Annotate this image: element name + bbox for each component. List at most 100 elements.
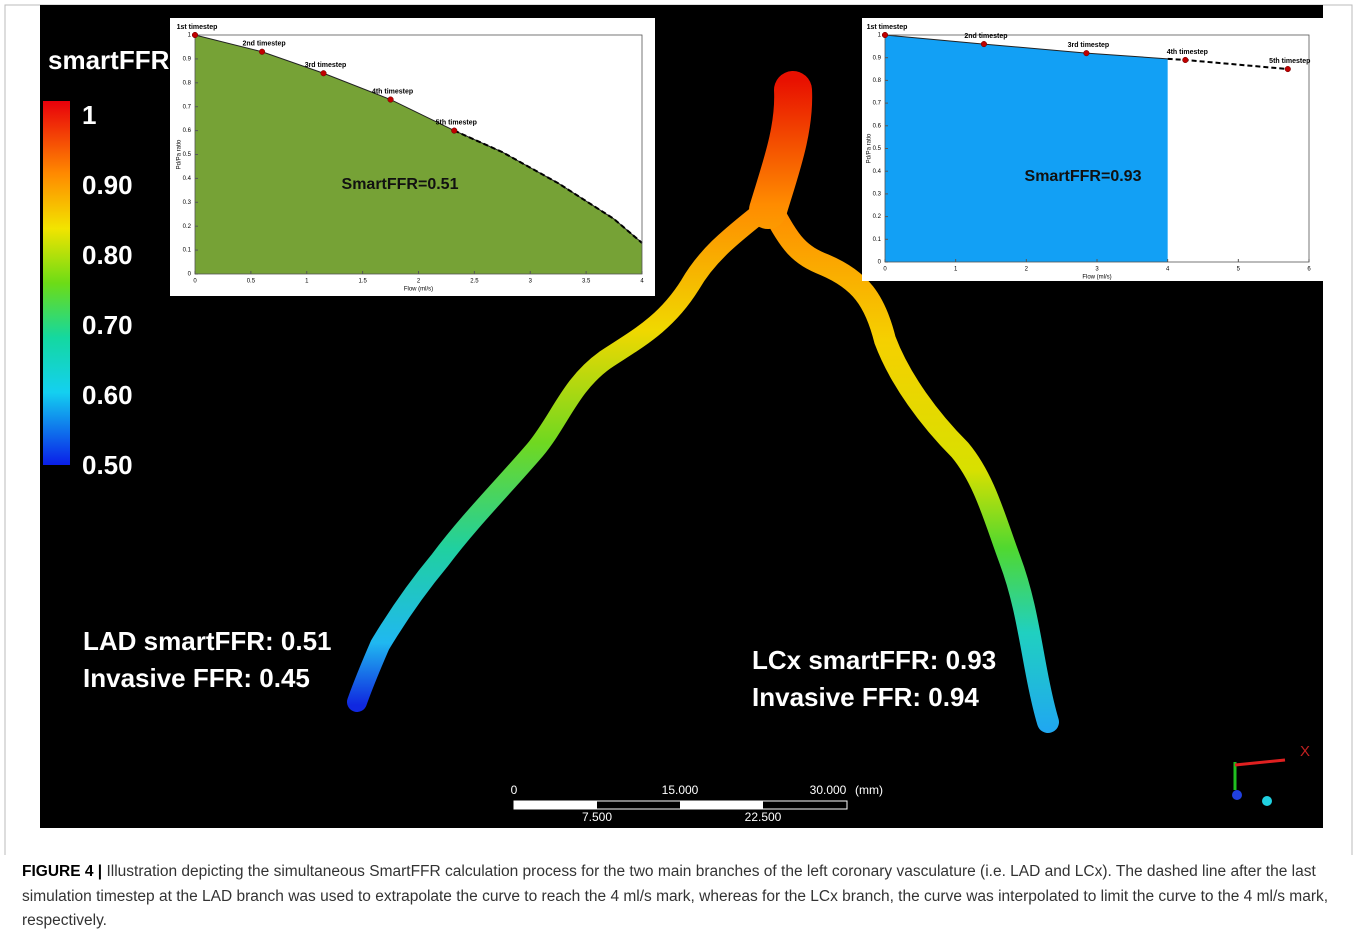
x-axis-label: Flow (ml/s)	[404, 287, 433, 293]
main-trunk	[749, 71, 813, 229]
y-tick-label: 0.3	[873, 191, 882, 197]
colorbar-title: smartFFR	[48, 45, 170, 75]
inset-chart: 0 0.5 1 1.5 2 2.5 3 3.5 4 0 0.1 0.2 0.3 0.4 0.5 0.6 0.7 0…	[177, 24, 645, 293]
x-tick-label: 2.5	[470, 279, 479, 285]
area	[195, 35, 642, 274]
x-tick-label: 1	[954, 267, 958, 273]
scale-bar-segment	[514, 801, 597, 809]
scale-unit: (mm)	[855, 783, 883, 797]
y-tick-label: 0.4	[183, 176, 192, 182]
timestep-point	[1284, 66, 1291, 73]
timestep-point	[980, 41, 987, 48]
timestep-label: 1st timestep	[177, 24, 218, 31]
x-axis-label: Flow (ml/s)	[1082, 275, 1111, 281]
x-tick-label: 1.5	[358, 279, 367, 285]
colorbar	[43, 101, 70, 465]
inset-chart: 0 1 2 3 4 5 6 0 0.1 0.2 0.3 0.4 0.5 0.6 0.7 0.8 0.9 1 Flow…	[867, 24, 1312, 281]
timestep-point	[191, 31, 199, 39]
y-tick-label: 0.3	[183, 200, 192, 206]
y-tick-label: 0.6	[873, 123, 882, 129]
colorbar-label: 0.80	[82, 240, 133, 270]
timestep-point	[1182, 56, 1189, 64]
y-axis-label: Pd/Pa ratio	[177, 139, 183, 169]
y-tick-label: 0.4	[873, 169, 882, 175]
x-tick-label: 2	[1025, 267, 1029, 273]
y-tick-label: 0.7	[183, 104, 192, 110]
y-tick-label: 0	[188, 272, 192, 278]
x-tick-label: 0	[883, 267, 887, 273]
timestep-label: 3rd timestep	[305, 62, 347, 69]
annotations: LAD smartFFR: 0.51 Invasive FFR: 0.45 LC…	[83, 626, 996, 712]
triad-x-label: X	[1300, 743, 1310, 760]
lcx-annotation: LCx smartFFR: 0.93	[752, 645, 996, 675]
colorbar-label: 1	[82, 100, 96, 130]
vessel-tree	[347, 71, 1059, 733]
x-tick-label: 5	[1237, 267, 1241, 273]
timestep-label: 5th timestep	[1269, 58, 1310, 65]
y-tick-label: 0.2	[873, 214, 882, 220]
x-tick-label: 4	[640, 279, 644, 285]
timestep-label: 2nd timestep	[964, 33, 1007, 40]
timestep-label: 4th timestep	[1167, 49, 1208, 56]
dashed-line	[453, 129, 643, 244]
x-tick-label: 6	[1307, 267, 1311, 273]
scale-label: 0	[511, 783, 518, 797]
chart-annotation: SmartFFR=0.51	[342, 176, 459, 193]
y-tick-label: 0.9	[183, 56, 192, 62]
timestep-label: 4th timestep	[372, 88, 413, 95]
y-tick-label: 0.5	[183, 152, 192, 158]
scale-label: 22.500	[745, 810, 782, 824]
timestep-point	[387, 96, 394, 103]
timestep-label: 3rd timestep	[1068, 42, 1110, 49]
y-tick-label: 0	[878, 260, 882, 266]
caption-text: Illustration depicting the simultaneous …	[22, 863, 1329, 929]
timestep-label: 1st timestep	[867, 24, 908, 31]
triad-z	[1232, 790, 1242, 800]
y-tick-label: 0.5	[873, 146, 882, 152]
axes-triad: X	[1232, 743, 1310, 806]
curve	[884, 34, 1168, 60]
timestep-point	[1083, 50, 1090, 57]
lcx-annotation: Invasive FFR: 0.94	[752, 682, 979, 712]
y-tick-label: 0.2	[183, 224, 192, 230]
lad-annotation: LAD smartFFR: 0.51	[83, 626, 332, 656]
timestep-label: 5th timestep	[436, 119, 477, 126]
colorbar-label: 0.60	[82, 380, 133, 410]
chart-annotation: SmartFFR=0.93	[1025, 168, 1142, 185]
x-tick-label: 4	[1166, 267, 1170, 273]
y-tick-label: 0.1	[183, 248, 192, 254]
figure-panel: smartFFR LAD smartFFR: 0.51 Invasive FFR…	[4, 4, 1353, 855]
x-tick-label: 0	[193, 279, 197, 285]
lcx-branch	[759, 194, 1059, 733]
x-tick-label: 3.5	[582, 279, 591, 285]
x-tick-label: 0.5	[247, 279, 256, 285]
x-tick-label: 1	[305, 279, 309, 285]
timestep-point	[320, 70, 327, 77]
x-tick-label: 3	[1095, 267, 1099, 273]
caption: FIGURE 4 | Illustration depicting the si…	[22, 860, 1332, 934]
y-tick-label: 1	[188, 33, 192, 39]
scale-bar-segment	[680, 801, 763, 809]
timestep-point	[451, 127, 458, 134]
x-tick-label: 2	[417, 279, 421, 285]
colorbar-label: 0.90	[82, 170, 133, 200]
y-tick-label: 1	[878, 33, 882, 39]
scale-label: 30.000	[810, 783, 847, 797]
y-tick-label: 0.9	[873, 55, 882, 61]
scale-bar: 0 15.000 30.000 (mm) 7.500 22.500	[511, 783, 883, 824]
caption-label: FIGURE 4 |	[22, 863, 103, 880]
lad-branch	[347, 195, 780, 712]
y-tick-label: 0.7	[873, 101, 882, 107]
lad-annotation: Invasive FFR: 0.45	[83, 663, 310, 693]
timestep-point	[259, 48, 266, 55]
scale-label: 15.000	[662, 783, 699, 797]
triad-sphere	[1262, 796, 1272, 806]
y-tick-label: 0.1	[873, 237, 882, 243]
colorbar-label: 0.70	[82, 310, 133, 340]
timestep-point	[881, 31, 889, 39]
y-tick-label: 0.8	[183, 80, 192, 86]
y-axis-label: Pd/Pa ratio	[867, 133, 873, 163]
area	[885, 35, 1168, 262]
y-tick-label: 0.8	[873, 78, 882, 84]
